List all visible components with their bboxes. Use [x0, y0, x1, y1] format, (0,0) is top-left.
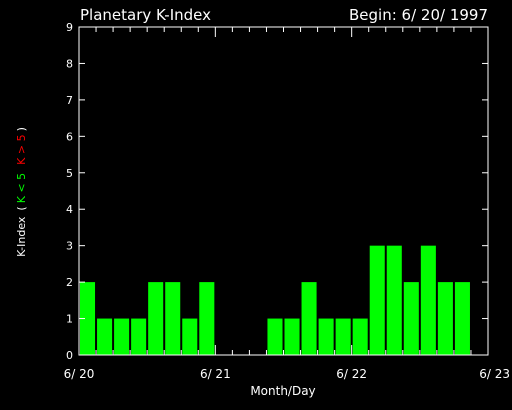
- y-label-prefix: K-Index: [15, 216, 28, 257]
- x-tick-label: 6/ 20: [64, 367, 95, 381]
- bar: [148, 282, 163, 355]
- y-tick-label: 8: [66, 57, 73, 70]
- bar: [387, 246, 402, 355]
- bar: [319, 319, 334, 355]
- y-tick-label: 5: [66, 167, 73, 180]
- y-tick-label: 6: [66, 130, 73, 143]
- bar: [285, 319, 300, 355]
- y-label-low: K < 5: [15, 173, 28, 203]
- bar: [336, 319, 351, 355]
- bar: [302, 282, 317, 355]
- y-label-close: ): [15, 127, 28, 131]
- y-tick-label: 9: [66, 21, 73, 34]
- chart-title: Planetary K-Index: [80, 6, 211, 24]
- y-tick-label: 2: [66, 276, 73, 289]
- y-tick-label: 7: [66, 94, 73, 107]
- bar: [114, 319, 129, 355]
- x-axis-label: Month/Day: [250, 384, 315, 398]
- x-tick-label: 6/ 23: [479, 367, 510, 381]
- bar: [455, 282, 470, 355]
- bar: [131, 319, 146, 355]
- bar: [267, 319, 282, 355]
- bar: [97, 319, 112, 355]
- svg-text:K-Index(K < 5K > 5): K-Index ( K < 5 K > 5): [15, 127, 28, 257]
- bar: [353, 319, 368, 355]
- begin-date-label: Begin: 6/ 20/ 1997: [349, 6, 488, 24]
- bar: [370, 246, 385, 355]
- y-tick-label: 1: [66, 313, 73, 326]
- y-tick-label: 0: [66, 349, 73, 362]
- bar: [438, 282, 453, 355]
- bar: [165, 282, 180, 355]
- x-tick-label: 6/ 22: [336, 367, 367, 381]
- y-tick-label: 3: [66, 240, 73, 253]
- y-label-high: K > 5: [15, 134, 28, 164]
- bar: [421, 246, 436, 355]
- x-tick-label: 6/ 21: [200, 367, 231, 381]
- bar: [182, 319, 197, 355]
- bar: [199, 282, 214, 355]
- bar: [404, 282, 419, 355]
- y-tick-label: 4: [66, 203, 73, 216]
- y-label-open: (: [15, 206, 28, 210]
- y-axis-label: K-Index ( K < 5 K > 5): [15, 127, 28, 257]
